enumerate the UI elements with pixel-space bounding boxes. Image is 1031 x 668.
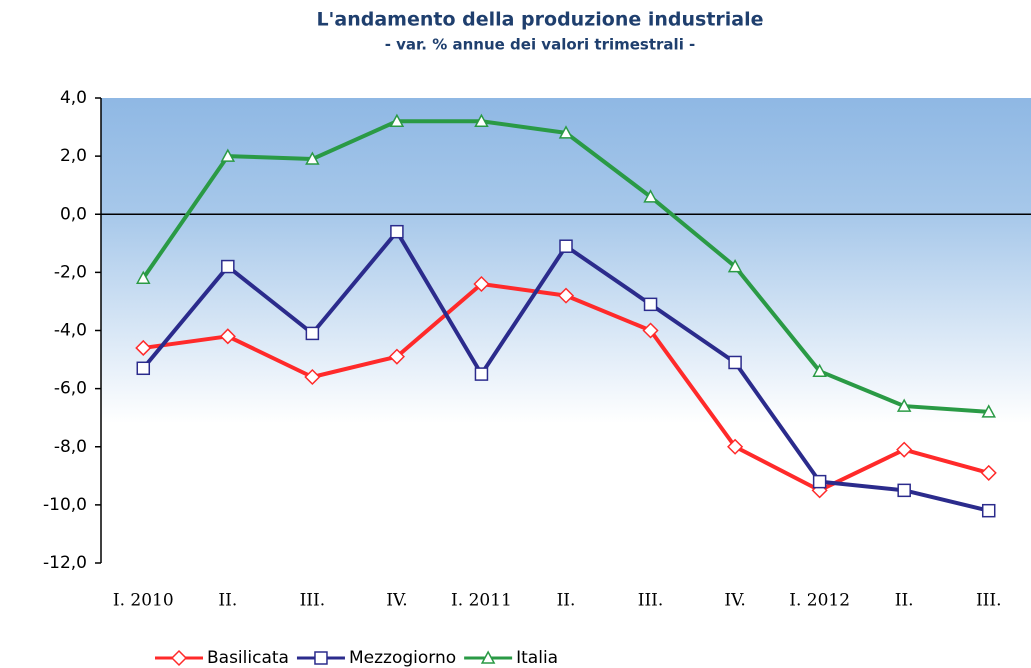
legend-label: Basilicata [207,648,289,668]
legend-label: Mezzogiorno [349,648,456,668]
data-point [388,348,405,365]
data-point [305,151,320,165]
data-point [221,259,235,274]
data-point [812,474,827,489]
data-point [812,363,827,377]
data-point [896,398,912,412]
data-point [643,297,658,312]
data-point [473,275,490,293]
legend-marker [314,651,328,665]
data-point [981,503,996,518]
data-point [727,438,744,455]
y-tick-label: -2,0 [54,262,87,282]
x-tick-label: III. [976,591,1002,611]
legend-marker [170,649,188,667]
x-tick-label: III. [300,591,326,611]
y-tick-label: -4,0 [54,321,87,341]
data-point [557,287,575,304]
data-point [304,368,321,386]
y-tick-label: -10,0 [43,495,87,515]
data-point [136,270,151,284]
plot-area [101,98,1031,563]
data-point [558,125,574,139]
x-tick-label: IV. [724,591,745,611]
legend-marker [480,650,496,664]
data-point [220,148,236,162]
data-point [642,322,659,339]
data-point [219,328,236,345]
data-point [136,361,151,376]
chart-subtitle: - var. % annue dei valori trimestrali - [385,36,696,54]
y-tick-label: 4,0 [60,88,87,108]
data-point [135,339,152,356]
x-tick-label: II. [895,591,914,611]
x-tick-label: IV. [386,591,407,611]
data-point [981,404,996,418]
y-tick-label: -8,0 [54,437,87,457]
data-point [559,239,573,253]
data-point [896,441,913,458]
data-point [390,224,404,239]
y-tick-label: -6,0 [54,379,87,399]
x-tick-label: II. [218,591,237,611]
x-tick-label: I. 2010 [113,591,174,611]
data-point [643,189,658,203]
data-point [474,113,489,127]
data-point [305,326,320,341]
x-tick-label: I. 2012 [789,591,850,611]
x-tick-label: II. [557,591,576,611]
x-tick-label: I. 2011 [451,591,512,611]
data-point [980,464,997,481]
x-tick-label: III. [638,591,664,611]
data-point [728,355,742,370]
y-tick-label: 2,0 [60,146,87,166]
y-tick-label: 0,0 [60,204,87,224]
data-point [727,258,743,273]
data-point [897,483,911,498]
data-point [474,367,489,381]
legend-label: Italia [516,648,558,668]
data-point [389,113,405,127]
y-tick-label: -12,0 [43,553,87,573]
chart-title: L'andamento della produzione industriale [316,9,763,31]
